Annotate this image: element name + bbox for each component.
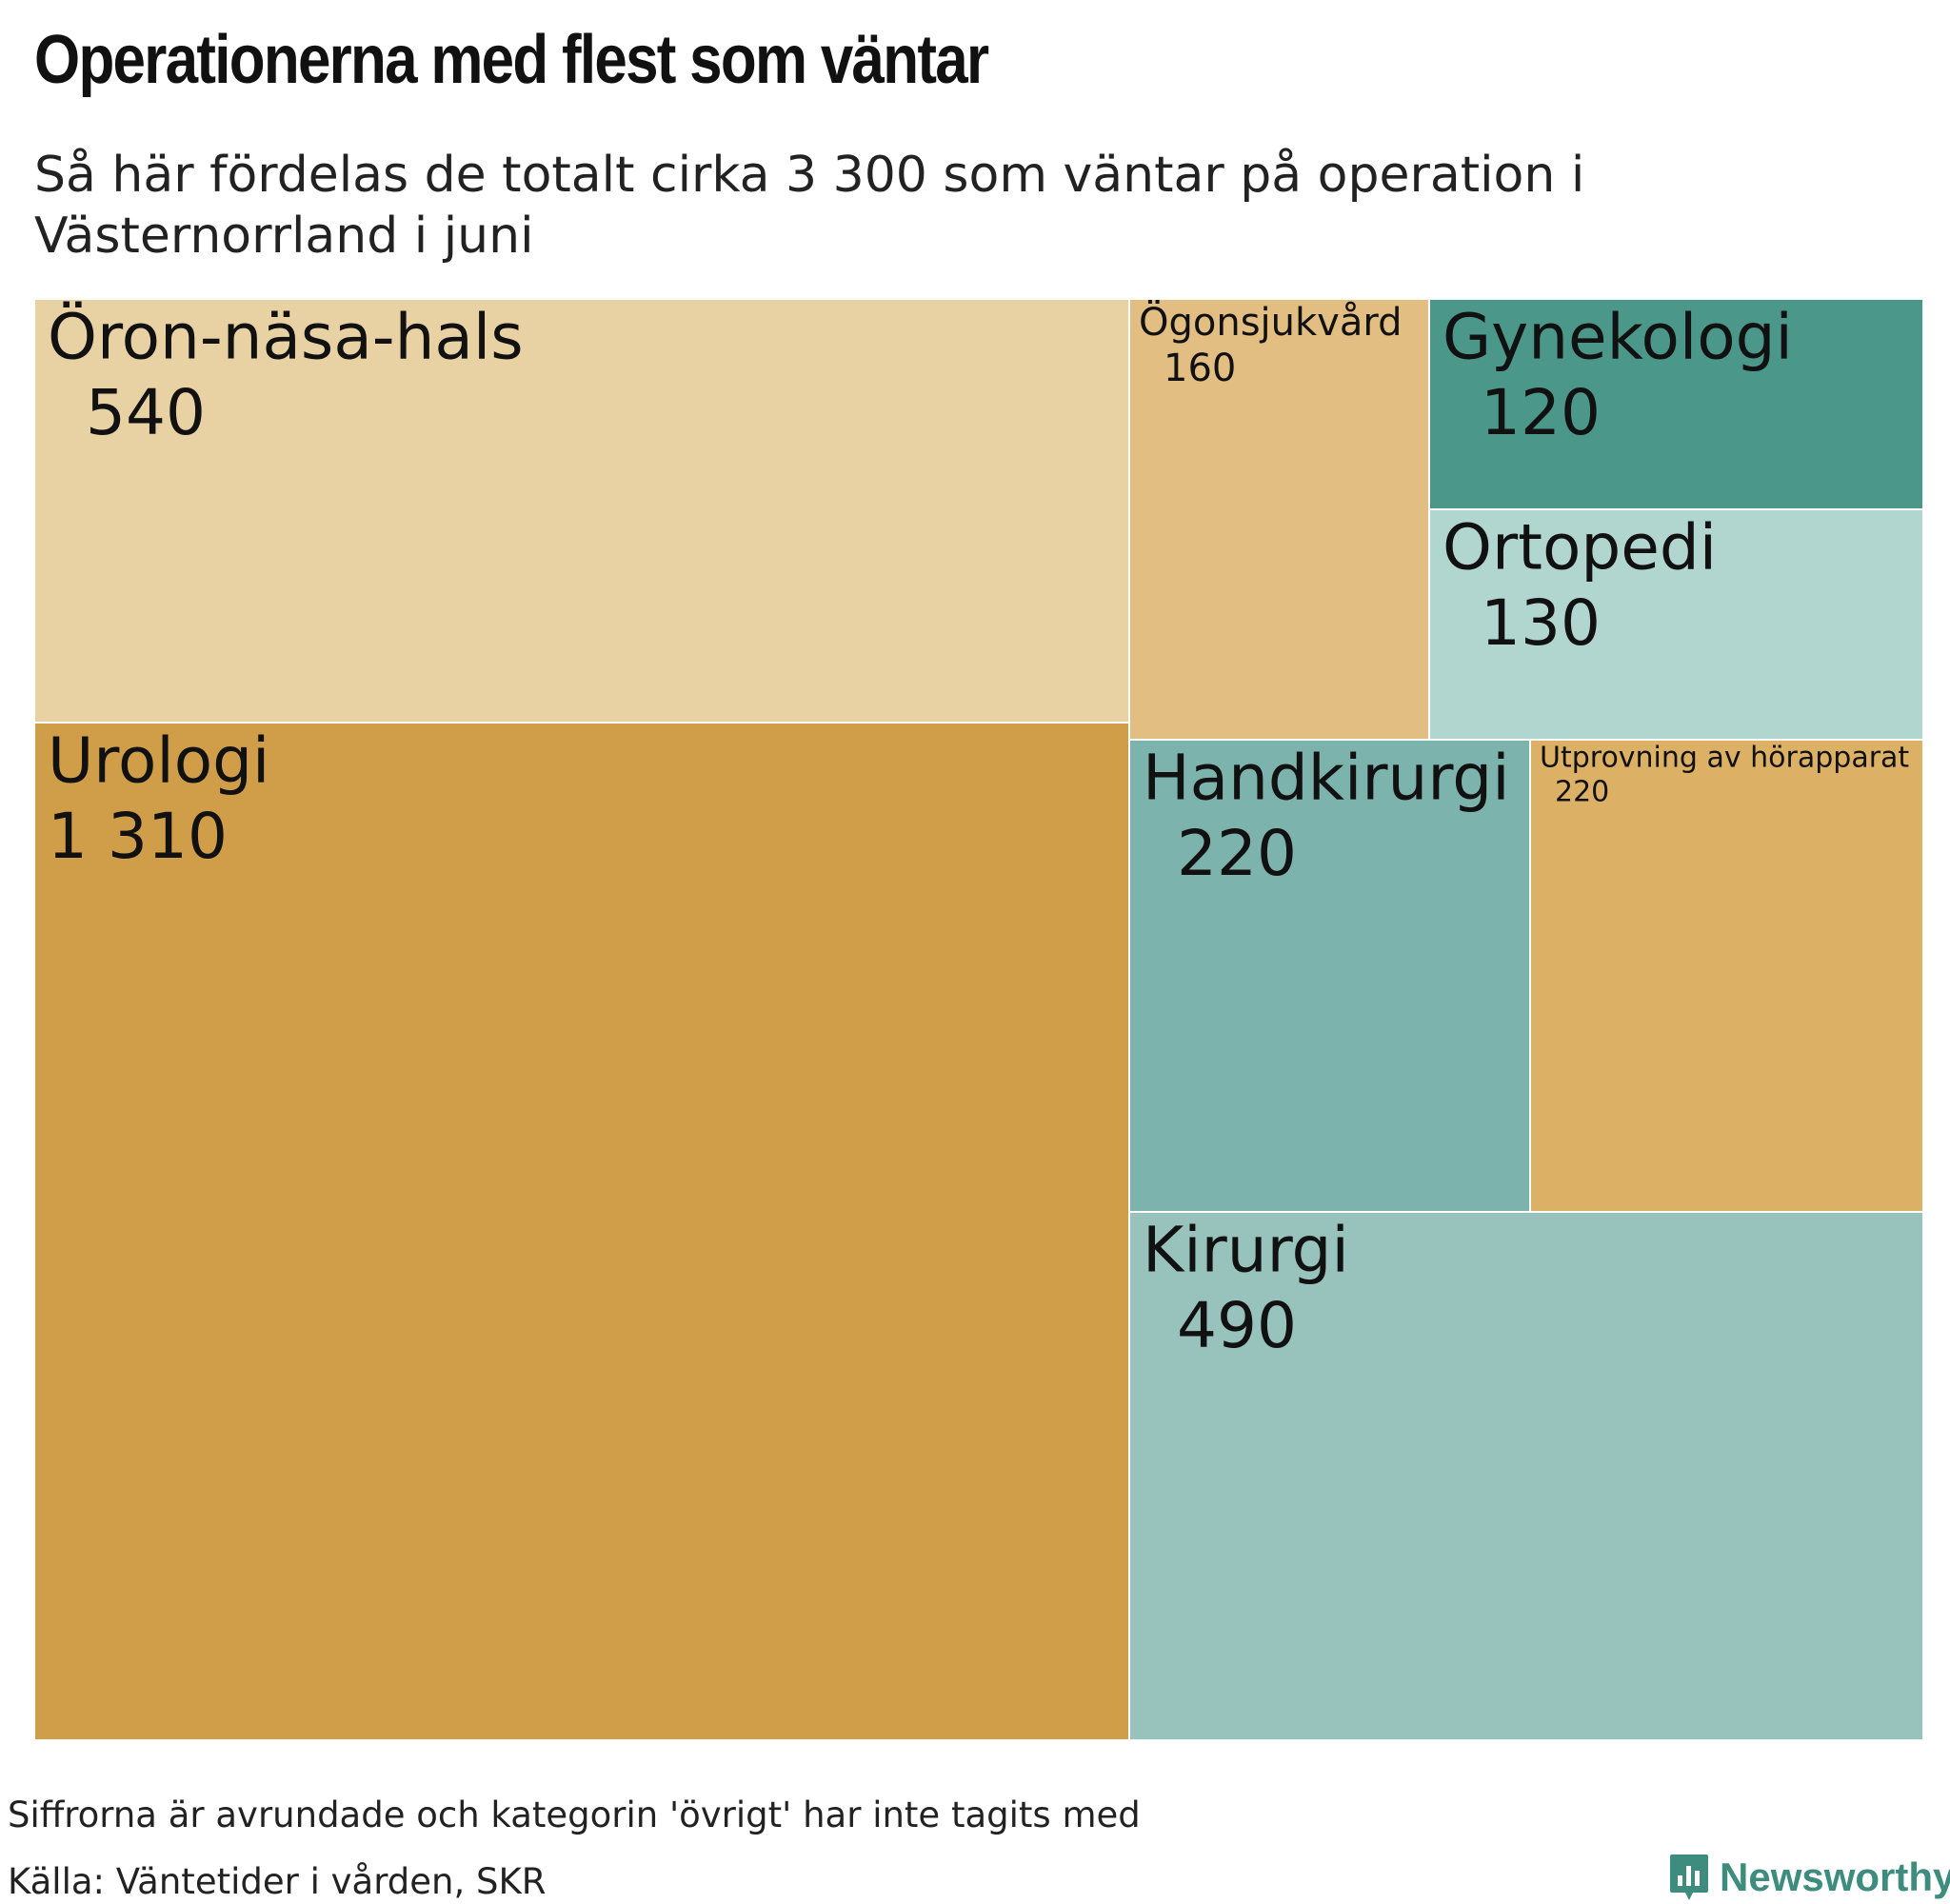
treemap-label-urologi: Urologi [48,724,269,798]
treemap-value-urologi: 1 310 [48,800,228,873]
treemap-label-gynekologi: Gynekologi [1443,301,1793,374]
treemap-value-ortopedi: 130 [1481,586,1601,660]
brand-name: Newsworthy [1720,1854,1950,1899]
treemap-label-ortopedi: Ortopedi [1443,511,1717,585]
treemap-label-oron-nasa-hals: Öron-näsa-hals [48,301,524,374]
brand-logo: Newsworthy [1668,1853,1950,1902]
treemap-cell-utprovning-av-horapparat [1529,739,1923,1213]
treemap-value-utprovning-av-horapparat: 220 [1555,776,1609,809]
chart-subtitle: Så här fördelas de totalt cirka 3 300 so… [34,147,1585,265]
treemap-value-kirurgi: 490 [1177,1289,1297,1362]
treemap-cell-oron-nasa-hals [34,299,1130,724]
treemap-label-handkirurgi: Handkirurgi [1143,742,1510,815]
newsworthy-logo-icon [1670,1854,1708,1900]
treemap-cell-ortopedi [1428,508,1923,741]
chart-title: Operationerna med flest som väntar [34,22,989,98]
treemap-label-kirurgi: Kirurgi [1143,1214,1349,1287]
treemap-value-handkirurgi: 220 [1177,817,1297,890]
treemap-label-ogonsjukvard: Ögonsjukvård [1139,299,1402,345]
treemap-value-oron-nasa-hals: 540 [86,376,206,449]
treemap-value-ogonsjukvard: 160 [1164,347,1236,390]
footnote: Siffrorna är avrundade och kategorin 'öv… [8,1795,1141,1835]
treemap-label-utprovning-av-horapparat: Utprovning av hörapparat [1540,742,1909,775]
treemap-value-gynekologi: 120 [1481,376,1601,449]
source-note: Källa: Väntetider i vården, SKR [8,1861,547,1902]
treemap-cell-ogonsjukvard [1128,299,1430,741]
treemap-cell-kirurgi [1128,1211,1923,1740]
treemap-cell-gynekologi [1428,299,1923,510]
treemap-cell-urologi [34,722,1130,1740]
